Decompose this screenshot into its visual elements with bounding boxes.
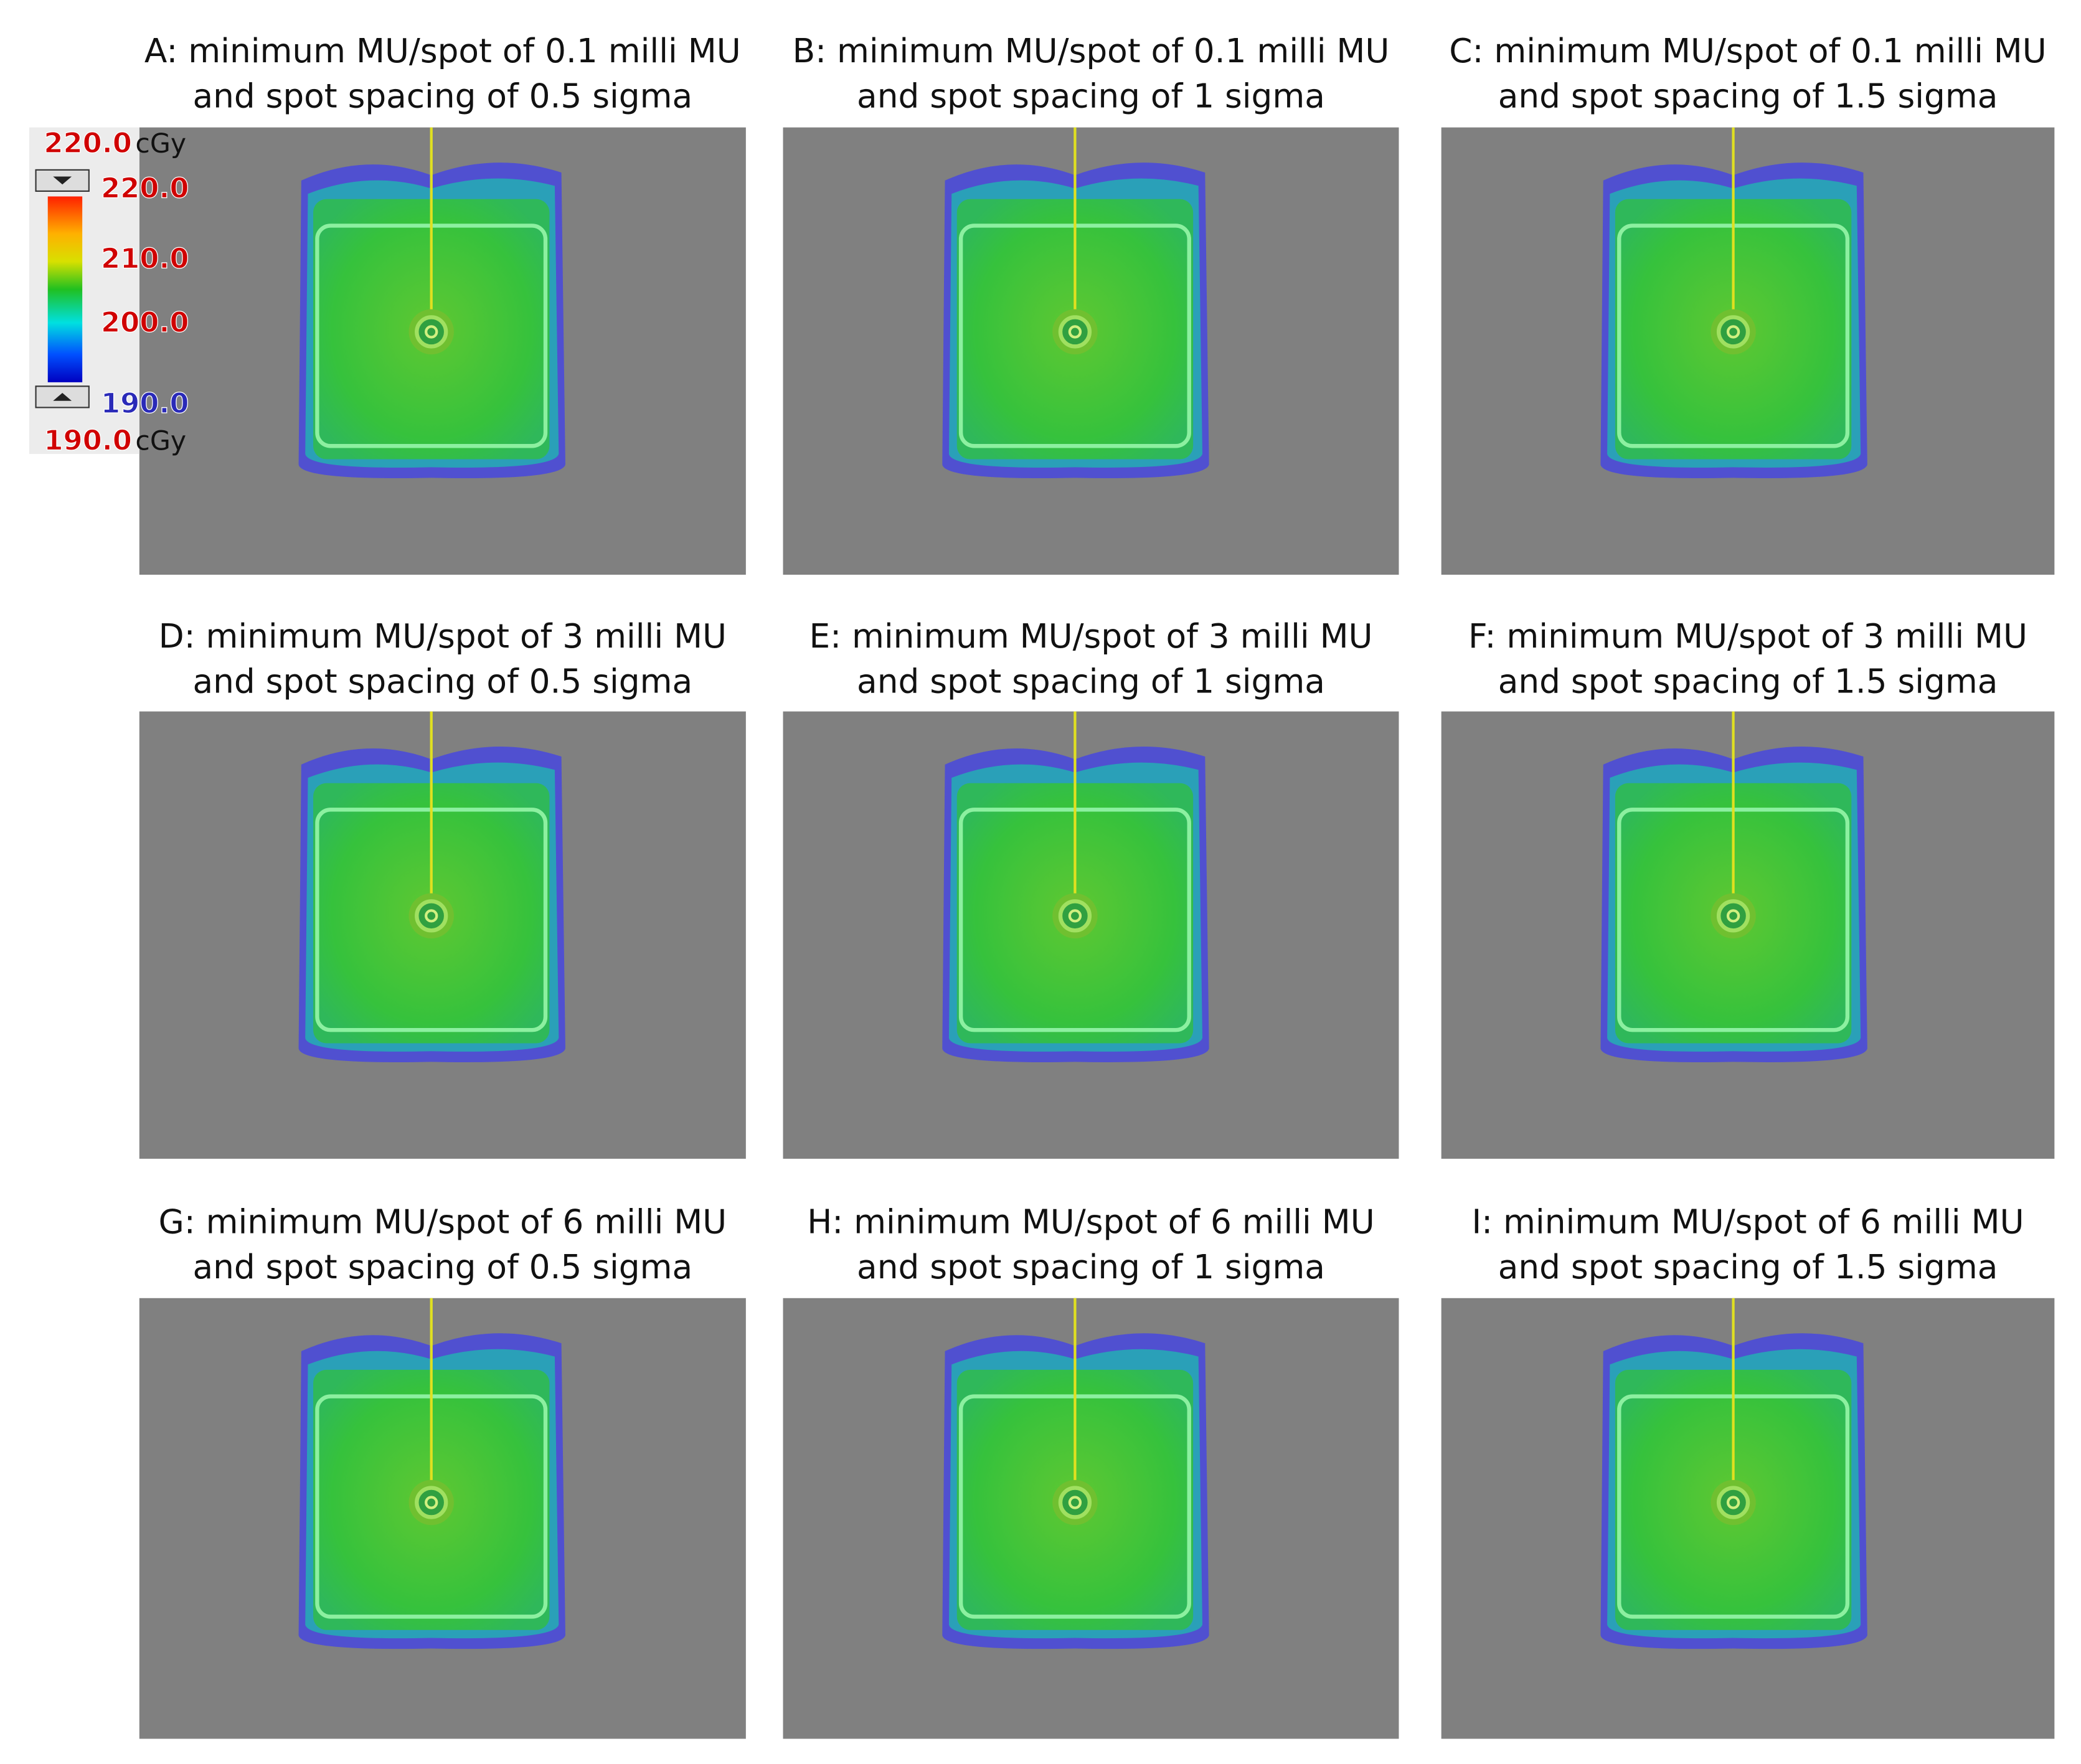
- scale-label: 210.0: [101, 242, 189, 275]
- panel-title: I: minimum MU/spot of 6 milli MU: [1471, 1202, 2024, 1241]
- panel: B: minimum MU/spot of 0.1 milli MU and sp…: [783, 32, 1399, 575]
- isocenter: [1716, 1486, 1750, 1519]
- panel-title: and spot spacing of 0.5 sigma: [192, 77, 692, 116]
- isocenter: [1058, 899, 1092, 933]
- panel-title: and spot spacing of 1.5 sigma: [1498, 77, 1998, 116]
- panel-title: H: minimum MU/spot of 6 milli MU: [807, 1202, 1374, 1241]
- isocenter: [415, 315, 448, 349]
- panel: C: minimum MU/spot of 0.1 milli MU and sp…: [1441, 32, 2055, 575]
- scale-label: 190.0: [101, 387, 189, 420]
- arrow-icon: [53, 392, 72, 401]
- isocenter: [1716, 315, 1750, 349]
- scale-label: 220.0: [101, 172, 189, 205]
- isocenter: [415, 1486, 448, 1519]
- legend: 220.0 cGy 220.0 210.0 200.0 190.0 190.0 …: [29, 126, 189, 457]
- panels: A: minimum MU/spot of 0.1 milli MU and sp…: [139, 32, 2055, 1739]
- isocenter: [1068, 325, 1082, 339]
- panel-title: E: minimum MU/spot of 3 milli MU: [809, 617, 1372, 656]
- legend-unit: cGy: [135, 426, 186, 457]
- panel: D: minimum MU/spot of 3 milli MU and spot…: [139, 617, 746, 1159]
- isocenter: [1068, 1496, 1082, 1509]
- panel-title: B: minimum MU/spot of 0.1 milli MU: [793, 32, 1390, 70]
- arrow-icon: [53, 176, 72, 185]
- panel-title: G: minimum MU/spot of 6 milli MU: [158, 1202, 727, 1241]
- panel: H: minimum MU/spot of 6 milli MU and spot…: [783, 1202, 1399, 1739]
- panel-title: and spot spacing of 0.5 sigma: [192, 1248, 692, 1286]
- panel: E: minimum MU/spot of 3 milli MU and spot…: [783, 617, 1399, 1159]
- isocenter: [1716, 899, 1750, 933]
- panel-title: and spot spacing of 1.5 sigma: [1498, 663, 1998, 701]
- isocenter: [1068, 909, 1082, 923]
- isocenter: [1726, 325, 1740, 339]
- scale-label: 200.0: [101, 306, 189, 339]
- isocenter: [425, 1496, 438, 1509]
- panel: F: minimum MU/spot of 3 milli MU and spot…: [1441, 617, 2055, 1159]
- legend-top-value: 220.0: [44, 126, 132, 159]
- legend-unit: cGy: [135, 128, 186, 159]
- panel-title: and spot spacing of 1 sigma: [857, 1248, 1325, 1286]
- panel-title: and spot spacing of 0.5 sigma: [192, 663, 692, 701]
- panel-title: C: minimum MU/spot of 0.1 milli MU: [1449, 32, 2046, 70]
- panel-title: and spot spacing of 1.5 sigma: [1498, 1248, 1998, 1286]
- panel: I: minimum MU/spot of 6 milli MU and spot…: [1441, 1202, 2055, 1739]
- isocenter: [425, 325, 438, 339]
- isocenter: [1058, 315, 1092, 349]
- color-bar: [47, 196, 83, 382]
- panel-title: and spot spacing of 1 sigma: [857, 77, 1325, 116]
- legend-bottom-value: 190.0: [44, 424, 132, 457]
- isocenter: [425, 909, 438, 923]
- panel-title: A: minimum MU/spot of 0.1 milli MU: [144, 32, 741, 70]
- isocenter: [1726, 1496, 1740, 1509]
- panel-title: and spot spacing of 1 sigma: [857, 663, 1325, 701]
- isocenter: [415, 899, 448, 933]
- panel-title: D: minimum MU/spot of 3 milli MU: [159, 617, 727, 656]
- panel: A: minimum MU/spot of 0.1 milli MU and sp…: [139, 32, 746, 575]
- panel-title: F: minimum MU/spot of 3 milli MU: [1468, 617, 2027, 656]
- isocenter: [1058, 1486, 1092, 1519]
- isocenter: [1726, 909, 1740, 923]
- panel: G: minimum MU/spot of 6 milli MU and spot…: [139, 1202, 746, 1739]
